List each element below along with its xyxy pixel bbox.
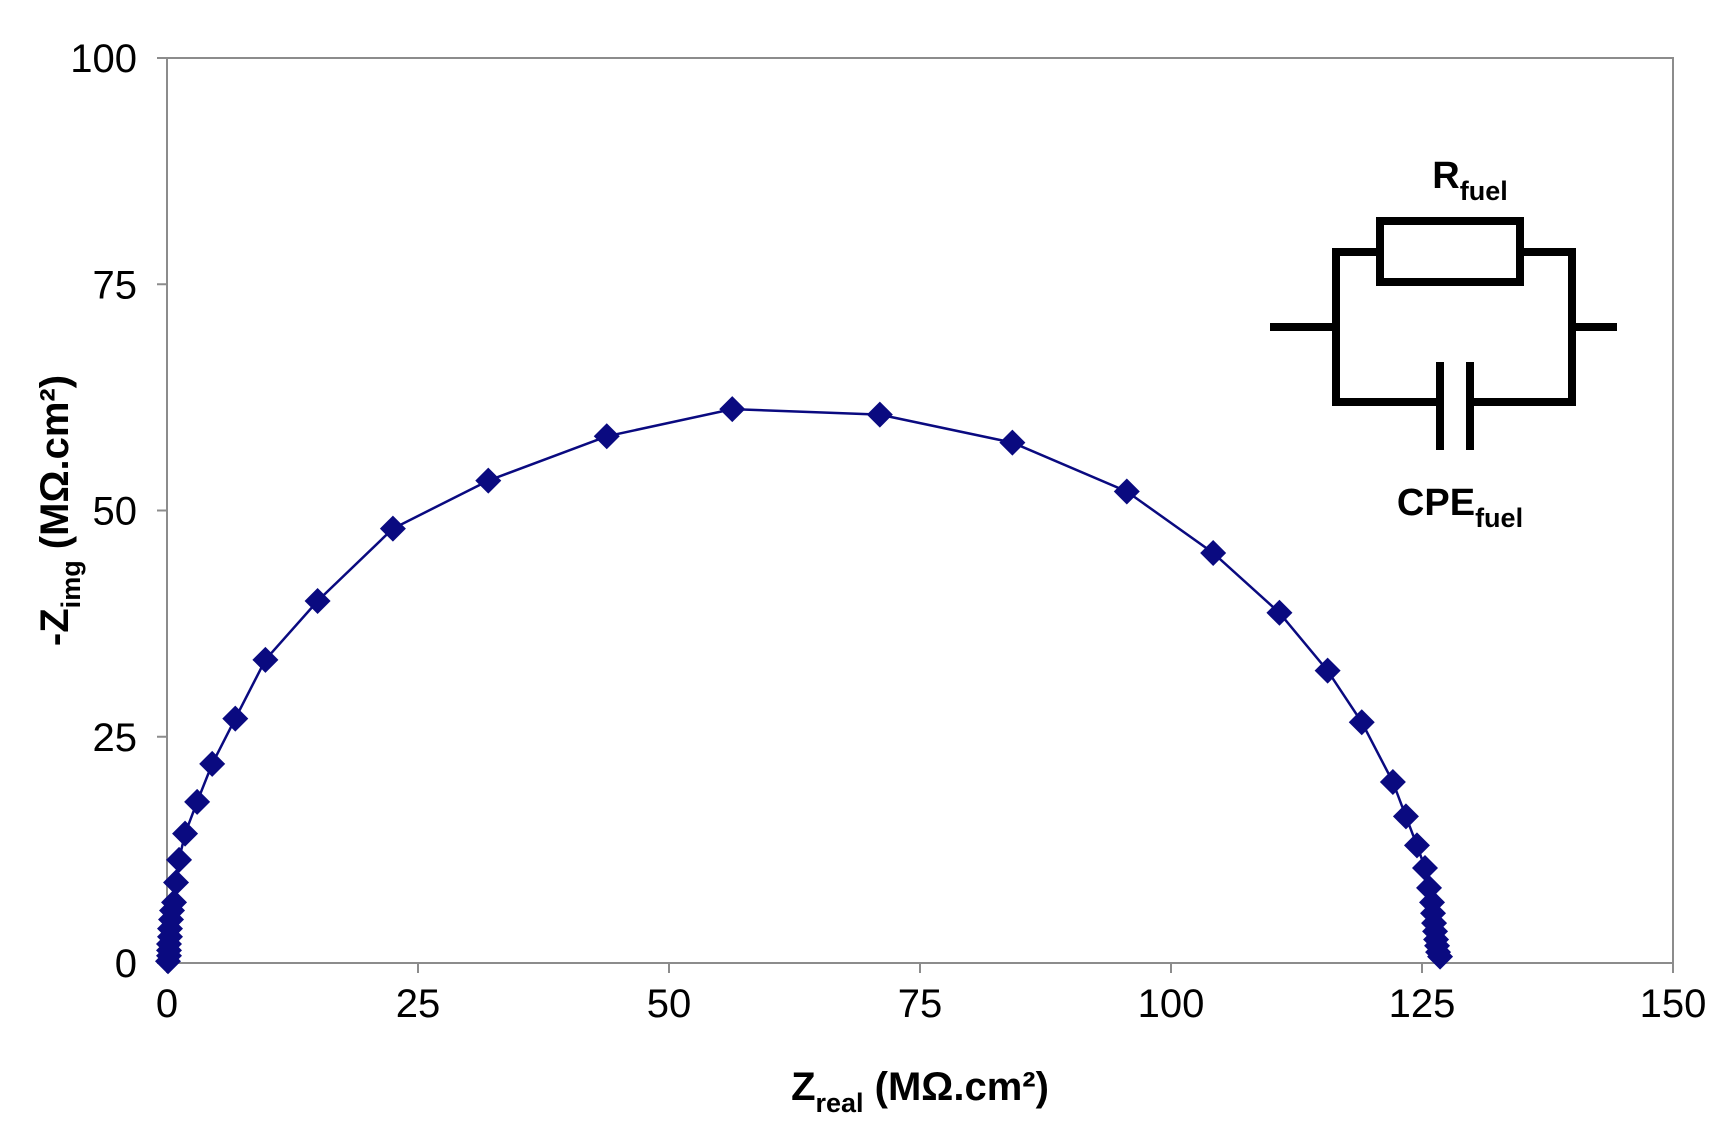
cpe-label-sub: fuel: [1475, 503, 1523, 533]
data-point: [161, 889, 188, 916]
data-point: [1200, 540, 1227, 567]
data-point: [475, 467, 502, 494]
x-axis-title: Zreal (MΩ.cm²): [791, 1065, 1049, 1118]
x-tick-label: 0: [156, 982, 178, 1026]
x-tick-label: 25: [396, 982, 441, 1026]
data-point: [1266, 599, 1293, 626]
data-point: [1348, 709, 1375, 736]
resistor-symbol: [1376, 217, 1524, 286]
x-axis-title-sub: real: [816, 1088, 864, 1118]
cpe-label-main: CPE: [1397, 482, 1475, 524]
y-axis-title-sub: img: [56, 560, 86, 608]
data-point: [184, 788, 211, 815]
resistor-label: Rfuel: [1432, 155, 1507, 206]
data-point: [866, 401, 893, 428]
x-tick-label: 125: [1389, 982, 1456, 1026]
data-point: [719, 396, 746, 423]
data-point: [1314, 657, 1341, 684]
x-tick-label: 150: [1640, 982, 1707, 1026]
data-point: [1113, 478, 1140, 505]
x-tick-label: 75: [898, 982, 943, 1026]
data-point: [379, 515, 406, 542]
top-left-wire: [1332, 248, 1380, 327]
data-point: [1412, 854, 1439, 881]
data-point: [163, 869, 190, 896]
data-point: [999, 429, 1026, 456]
data-point: [1403, 832, 1430, 859]
y-axis-title-unit: (MΩ.cm²): [33, 375, 77, 560]
resistor-label-main: R: [1432, 155, 1459, 197]
x-axis-title-unit: (MΩ.cm²): [864, 1065, 1049, 1109]
equivalent-circuit-inset: Rfuel CPEfuel: [1270, 155, 1617, 533]
y-tick-label: 0: [115, 942, 137, 986]
data-point: [1427, 943, 1454, 970]
bottom-right-wire: [1470, 327, 1576, 406]
y-tick-label: 75: [93, 263, 138, 307]
x-tick-label: 50: [647, 982, 692, 1026]
y-tick-label: 25: [93, 716, 138, 760]
x-axis-title-main: Z: [791, 1065, 815, 1109]
data-point: [222, 705, 249, 732]
data-point: [166, 846, 193, 873]
cpe-label: CPEfuel: [1397, 482, 1523, 533]
resistor-label-sub: fuel: [1460, 176, 1508, 206]
y-axis-title: -Zimg (MΩ.cm²): [33, 375, 86, 646]
y-axis-title-main: -Z: [33, 608, 77, 646]
circuit-wires: [1270, 217, 1617, 450]
top-right-wire: [1520, 248, 1576, 327]
data-point: [1379, 769, 1406, 795]
data-point: [593, 423, 620, 450]
data-point: [252, 646, 279, 673]
series-layer: [155, 396, 1454, 975]
data-point: [304, 588, 331, 614]
data-point: [172, 820, 199, 847]
x-tick-label: 100: [1138, 982, 1205, 1026]
bottom-left-wire: [1332, 327, 1440, 406]
x-axis-ticks: 0 25 50 75 100 125 150: [156, 963, 1707, 1026]
y-axis-ticks: 0 25 50 75 100: [70, 37, 167, 986]
y-tick-label: 100: [70, 37, 137, 81]
y-tick-label: 50: [93, 490, 138, 534]
data-point: [1392, 803, 1419, 830]
data-point: [199, 750, 226, 777]
